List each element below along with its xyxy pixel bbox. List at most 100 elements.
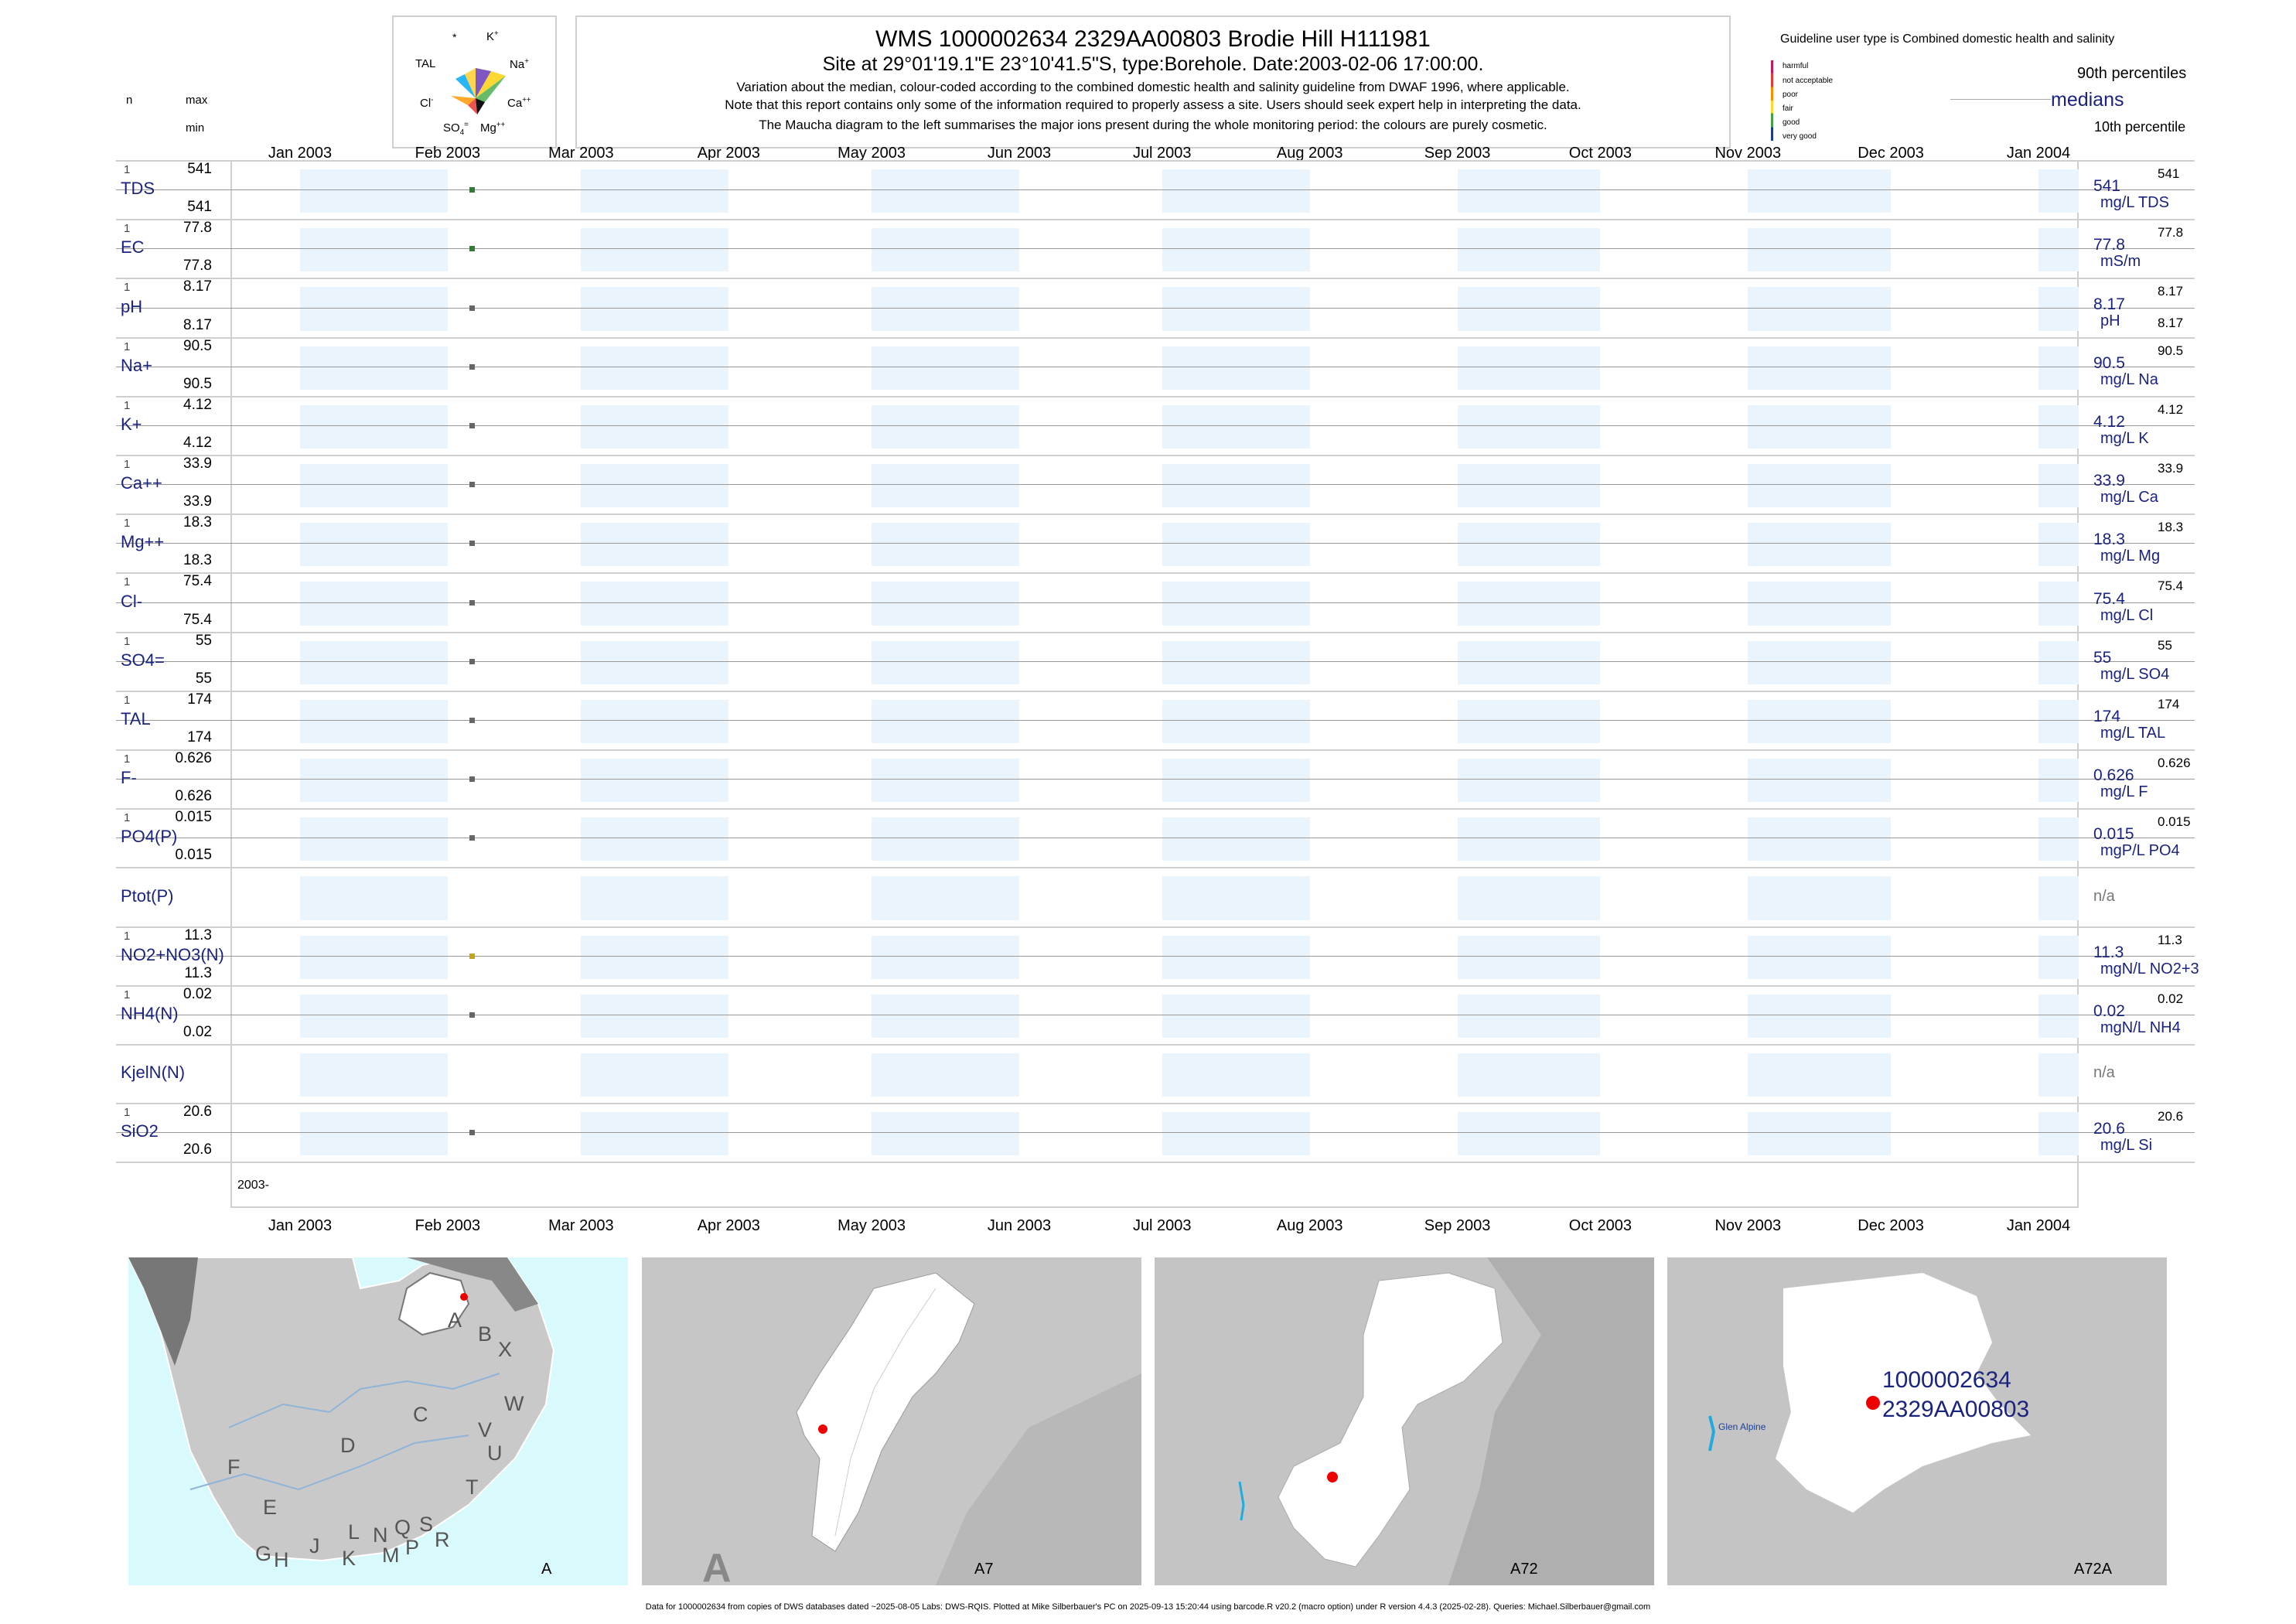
year-label: 2003-: [237, 1179, 269, 1192]
month-band: [872, 935, 1019, 979]
row-separator: [116, 867, 2195, 869]
month-band: [1748, 287, 1892, 331]
month-band: [2038, 1112, 2079, 1156]
month-band: [2038, 640, 2079, 684]
month-label-top: Jul 2003: [1132, 145, 1192, 162]
p10-value: 8.17: [2158, 315, 2184, 330]
col-head-min: min: [186, 121, 205, 135]
month-band: [581, 404, 729, 449]
map-region-letter: G: [255, 1542, 272, 1565]
map-a72a: 1000002634 2329AA00803 Glen Alpine A72A: [1667, 1257, 2167, 1585]
month-band: [300, 994, 448, 1038]
map-label-a: A: [541, 1561, 552, 1578]
parameter-name: TDS: [121, 179, 155, 199]
month-band: [581, 876, 729, 920]
month-band: [1162, 876, 1310, 920]
month-band: [872, 817, 1019, 861]
map-region-letter: H: [274, 1548, 289, 1571]
month-band: [1162, 640, 1310, 684]
map-region-letter: S: [419, 1513, 434, 1536]
month-band: [581, 464, 729, 508]
map-region-letter: V: [478, 1418, 493, 1441]
median-line: [116, 484, 2195, 486]
month-band: [1457, 464, 1601, 508]
data-point: [469, 246, 475, 252]
max-value: 174: [187, 691, 212, 708]
p90-value: 90.5: [2158, 343, 2184, 358]
site-marker-a7: [818, 1424, 827, 1434]
maucha-label-k-text: K: [486, 30, 495, 43]
max-value: 33.9: [183, 455, 212, 472]
maucha-label-tal: TAL: [415, 57, 436, 70]
month-band: [2038, 169, 2079, 213]
median-value: 4.12: [2093, 412, 2125, 431]
month-label-bottom: Feb 2003: [415, 1217, 481, 1235]
site-marker-sa: [460, 1293, 468, 1301]
month-band: [300, 699, 448, 743]
p90-value: 77.8: [2158, 225, 2184, 241]
month-band: [872, 346, 1019, 390]
site-code-label: 2329AA00803: [1882, 1397, 2030, 1422]
sample-count: 1: [124, 929, 131, 943]
sample-count: 1: [124, 222, 131, 236]
month-band: [872, 404, 1019, 449]
month-band: [1748, 346, 1892, 390]
median-line: [116, 955, 2195, 957]
p90-value: 8.17: [2158, 284, 2184, 299]
sample-count: 1: [124, 693, 131, 707]
maucha-label-mg: Mg++: [480, 121, 506, 135]
median-value: 11.3: [2093, 943, 2124, 961]
p90-value: 0.626: [2158, 756, 2191, 770]
month-band: [581, 228, 729, 272]
month-band: [1457, 876, 1601, 920]
max-value: 8.17: [183, 278, 212, 295]
month-label-bottom: Nov 2003: [1714, 1217, 1782, 1235]
guideline-text: Guideline user type is Combined domestic…: [1780, 32, 2115, 46]
time-series-chart: Jan 2003 Jan 2003 Feb 2003 Feb 2003 Mar 2003…: [116, 145, 2199, 1235]
median-value: 8.17: [2093, 295, 2125, 313]
col-head-n: n: [126, 94, 133, 107]
maucha-label-so4: SO4=: [443, 121, 469, 137]
parameter-name: F-: [121, 768, 137, 788]
month-band: [1457, 582, 1601, 626]
sample-count: 1: [124, 988, 131, 1001]
median-line: [116, 719, 2195, 721]
parameter-name: K+: [121, 414, 142, 434]
maucha-label-na-text: Na: [510, 58, 525, 71]
month-band: [2038, 1053, 2079, 1097]
month-band: [581, 523, 729, 567]
month-band: [1457, 404, 1601, 449]
map-region-letter: Q: [394, 1516, 411, 1539]
median-line: [116, 660, 2195, 662]
month-label-bottom: Mar 2003: [548, 1217, 614, 1235]
month-band: [1748, 640, 1892, 684]
unit-label: mg/L K: [2100, 429, 2149, 447]
map-a72a-shape: [1708, 1273, 2031, 1513]
median-value: 0.015: [2093, 825, 2134, 844]
month-band: [1162, 994, 1310, 1038]
min-value: 90.5: [183, 375, 212, 392]
median-na: n/a: [2093, 887, 2115, 905]
month-band: [872, 1112, 1019, 1156]
legend-good: good: [1783, 118, 1800, 127]
page-title: WMS 1000002634 2329AA00803 Brodie Hill H…: [875, 26, 1431, 52]
parameter-name: TAL: [121, 708, 151, 728]
median-value: 0.626: [2093, 766, 2134, 785]
maucha-diagram: [451, 68, 506, 114]
map-region-letter: F: [227, 1455, 241, 1479]
month-band: [1748, 699, 1892, 743]
month-band: [1748, 876, 1892, 920]
month-label-bottom: Jun 2003: [987, 1217, 1052, 1235]
town-label: Glen Alpine: [1718, 1421, 1766, 1432]
legend-p90: 90th percentiles: [2077, 65, 2187, 82]
median-value: 18.3: [2093, 531, 2125, 549]
month-band: [1162, 759, 1310, 803]
month-label-top: Jan 2003: [268, 145, 333, 162]
parameter-name: NO2+NO3(N): [121, 944, 224, 964]
sample-count: 1: [124, 458, 131, 471]
median-line: [116, 602, 2195, 603]
unit-label: mg/L SO4: [2100, 665, 2170, 683]
median-line: [116, 248, 2195, 250]
note-line-3: The Maucha diagram to the left summarise…: [759, 118, 1547, 132]
month-band: [300, 1112, 448, 1156]
